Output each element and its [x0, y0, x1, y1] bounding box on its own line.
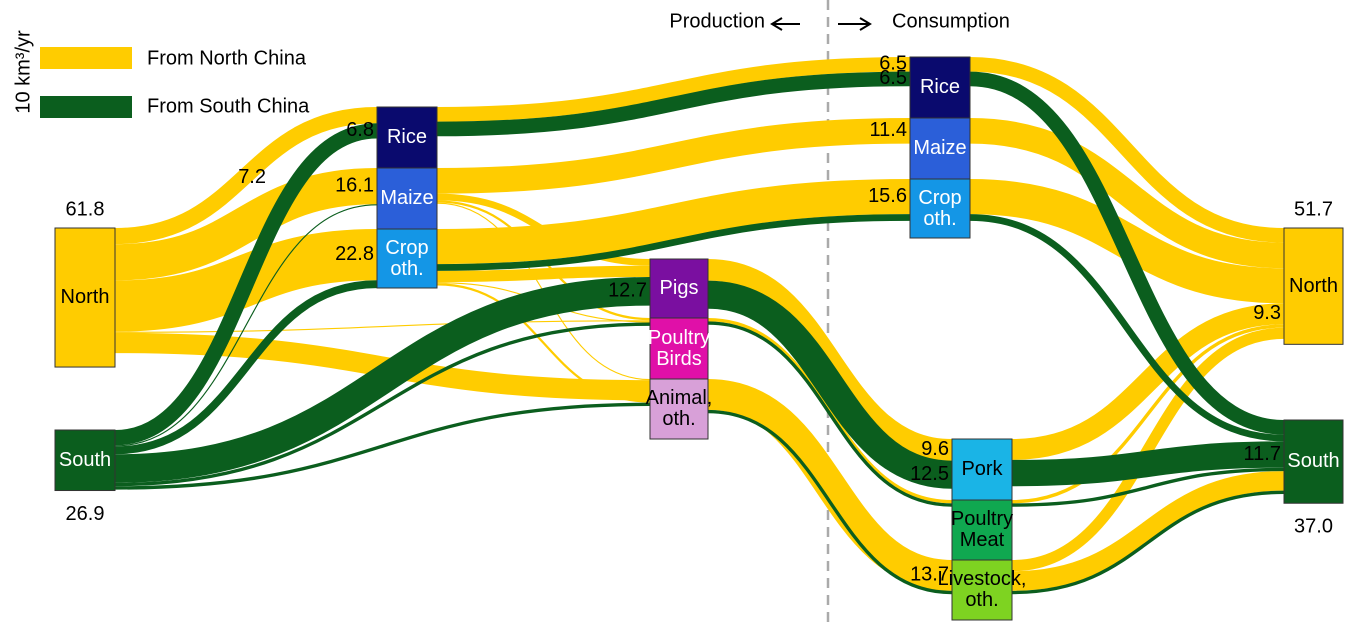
node-label: Animal, oth. — [645, 387, 713, 430]
legend-label: From South China — [147, 95, 310, 117]
flow — [436, 265, 651, 283]
node — [951, 438, 1013, 501]
node-label: Crop oth. — [918, 186, 962, 230]
flow — [969, 214, 1285, 442]
flow — [114, 107, 378, 245]
links — [114, 57, 1285, 595]
flow — [114, 123, 378, 446]
annotation: Production — [669, 10, 765, 32]
flow — [436, 283, 651, 403]
flow-label: 9.6 — [921, 438, 949, 460]
flow — [707, 379, 953, 591]
flow — [436, 71, 911, 137]
flow — [1011, 327, 1285, 572]
node — [951, 559, 1013, 621]
flow-label: 6.8 — [346, 119, 374, 141]
node-label: North — [60, 286, 110, 309]
flow-label: 16.1 — [335, 174, 374, 196]
node-label: Pork — [961, 458, 1003, 480]
flow — [114, 402, 651, 490]
flow — [1011, 471, 1285, 591]
flow — [707, 318, 953, 504]
node-label: South — [58, 448, 112, 471]
node-label: Livestock, oth. — [937, 568, 1027, 611]
flow — [114, 277, 651, 483]
arrow-right — [838, 17, 872, 31]
flow-label: 15.6 — [868, 185, 907, 207]
flow-label: 6.5 — [879, 67, 907, 89]
node — [376, 228, 438, 289]
node — [649, 258, 709, 319]
node-label: Poultry Birds — [647, 326, 711, 370]
flow — [707, 280, 953, 489]
flow — [114, 320, 651, 333]
node-total: 26.9 — [66, 503, 105, 525]
node-label: South — [1287, 450, 1340, 473]
flow-label: 11.4 — [870, 119, 907, 141]
node-total: 61.8 — [66, 198, 105, 220]
node — [649, 378, 709, 440]
flow — [114, 322, 651, 487]
legend-swatch — [40, 96, 132, 118]
node-label: Rice — [919, 76, 960, 98]
flow — [114, 280, 378, 455]
node — [54, 429, 116, 492]
node-label: North — [1289, 274, 1338, 297]
node-label: Rice — [386, 126, 427, 148]
flow — [969, 57, 1285, 243]
flow — [436, 57, 911, 122]
flow — [436, 179, 911, 265]
flow-label: 12.7 — [608, 280, 647, 302]
node — [376, 167, 438, 230]
node-label: Maize — [913, 137, 967, 159]
node-label: Poultry Meat — [950, 508, 1014, 551]
unit-label: 10 km³/yr — [12, 30, 34, 114]
legend-swatch — [40, 47, 132, 69]
flow — [969, 118, 1285, 269]
flow — [1011, 324, 1285, 504]
flow — [707, 409, 953, 595]
flow — [436, 214, 911, 271]
arrow-left — [770, 17, 800, 31]
node — [951, 499, 1013, 561]
flow — [969, 71, 1285, 435]
node — [376, 106, 438, 169]
flow-label: 7.2 — [238, 166, 266, 188]
flow — [114, 204, 378, 447]
flow-label: 6.5 — [879, 53, 907, 75]
node — [54, 227, 116, 368]
nodes: 61.8 26.9 51.7 37.0 — [54, 56, 1344, 621]
flow-label: 13.7 — [910, 564, 949, 586]
node — [909, 117, 971, 180]
node-total: 51.7 — [1294, 198, 1333, 220]
annotation: Consumption — [892, 10, 1010, 32]
flow-label: 9.3 — [1253, 302, 1281, 324]
flow — [707, 259, 953, 461]
node — [909, 178, 971, 239]
flow — [1011, 490, 1285, 595]
legend-label: From North China — [147, 47, 307, 69]
flow — [436, 118, 911, 194]
flow — [1011, 467, 1285, 507]
node-label: Pigs — [659, 277, 699, 299]
flow-label: 11.7 — [1244, 443, 1281, 465]
flow-label: 22.8 — [335, 243, 374, 265]
node-label: Crop oth. — [385, 236, 429, 280]
node — [1283, 227, 1344, 345]
node — [649, 317, 709, 380]
node — [909, 56, 971, 119]
node — [1283, 419, 1344, 504]
flow — [707, 321, 953, 507]
flow — [1011, 441, 1285, 487]
flow-label: 12.5 — [910, 463, 949, 485]
flow — [1011, 303, 1285, 460]
node-label: Maize — [380, 187, 434, 209]
node-total: 37.0 — [1294, 516, 1333, 538]
flow — [114, 168, 378, 281]
